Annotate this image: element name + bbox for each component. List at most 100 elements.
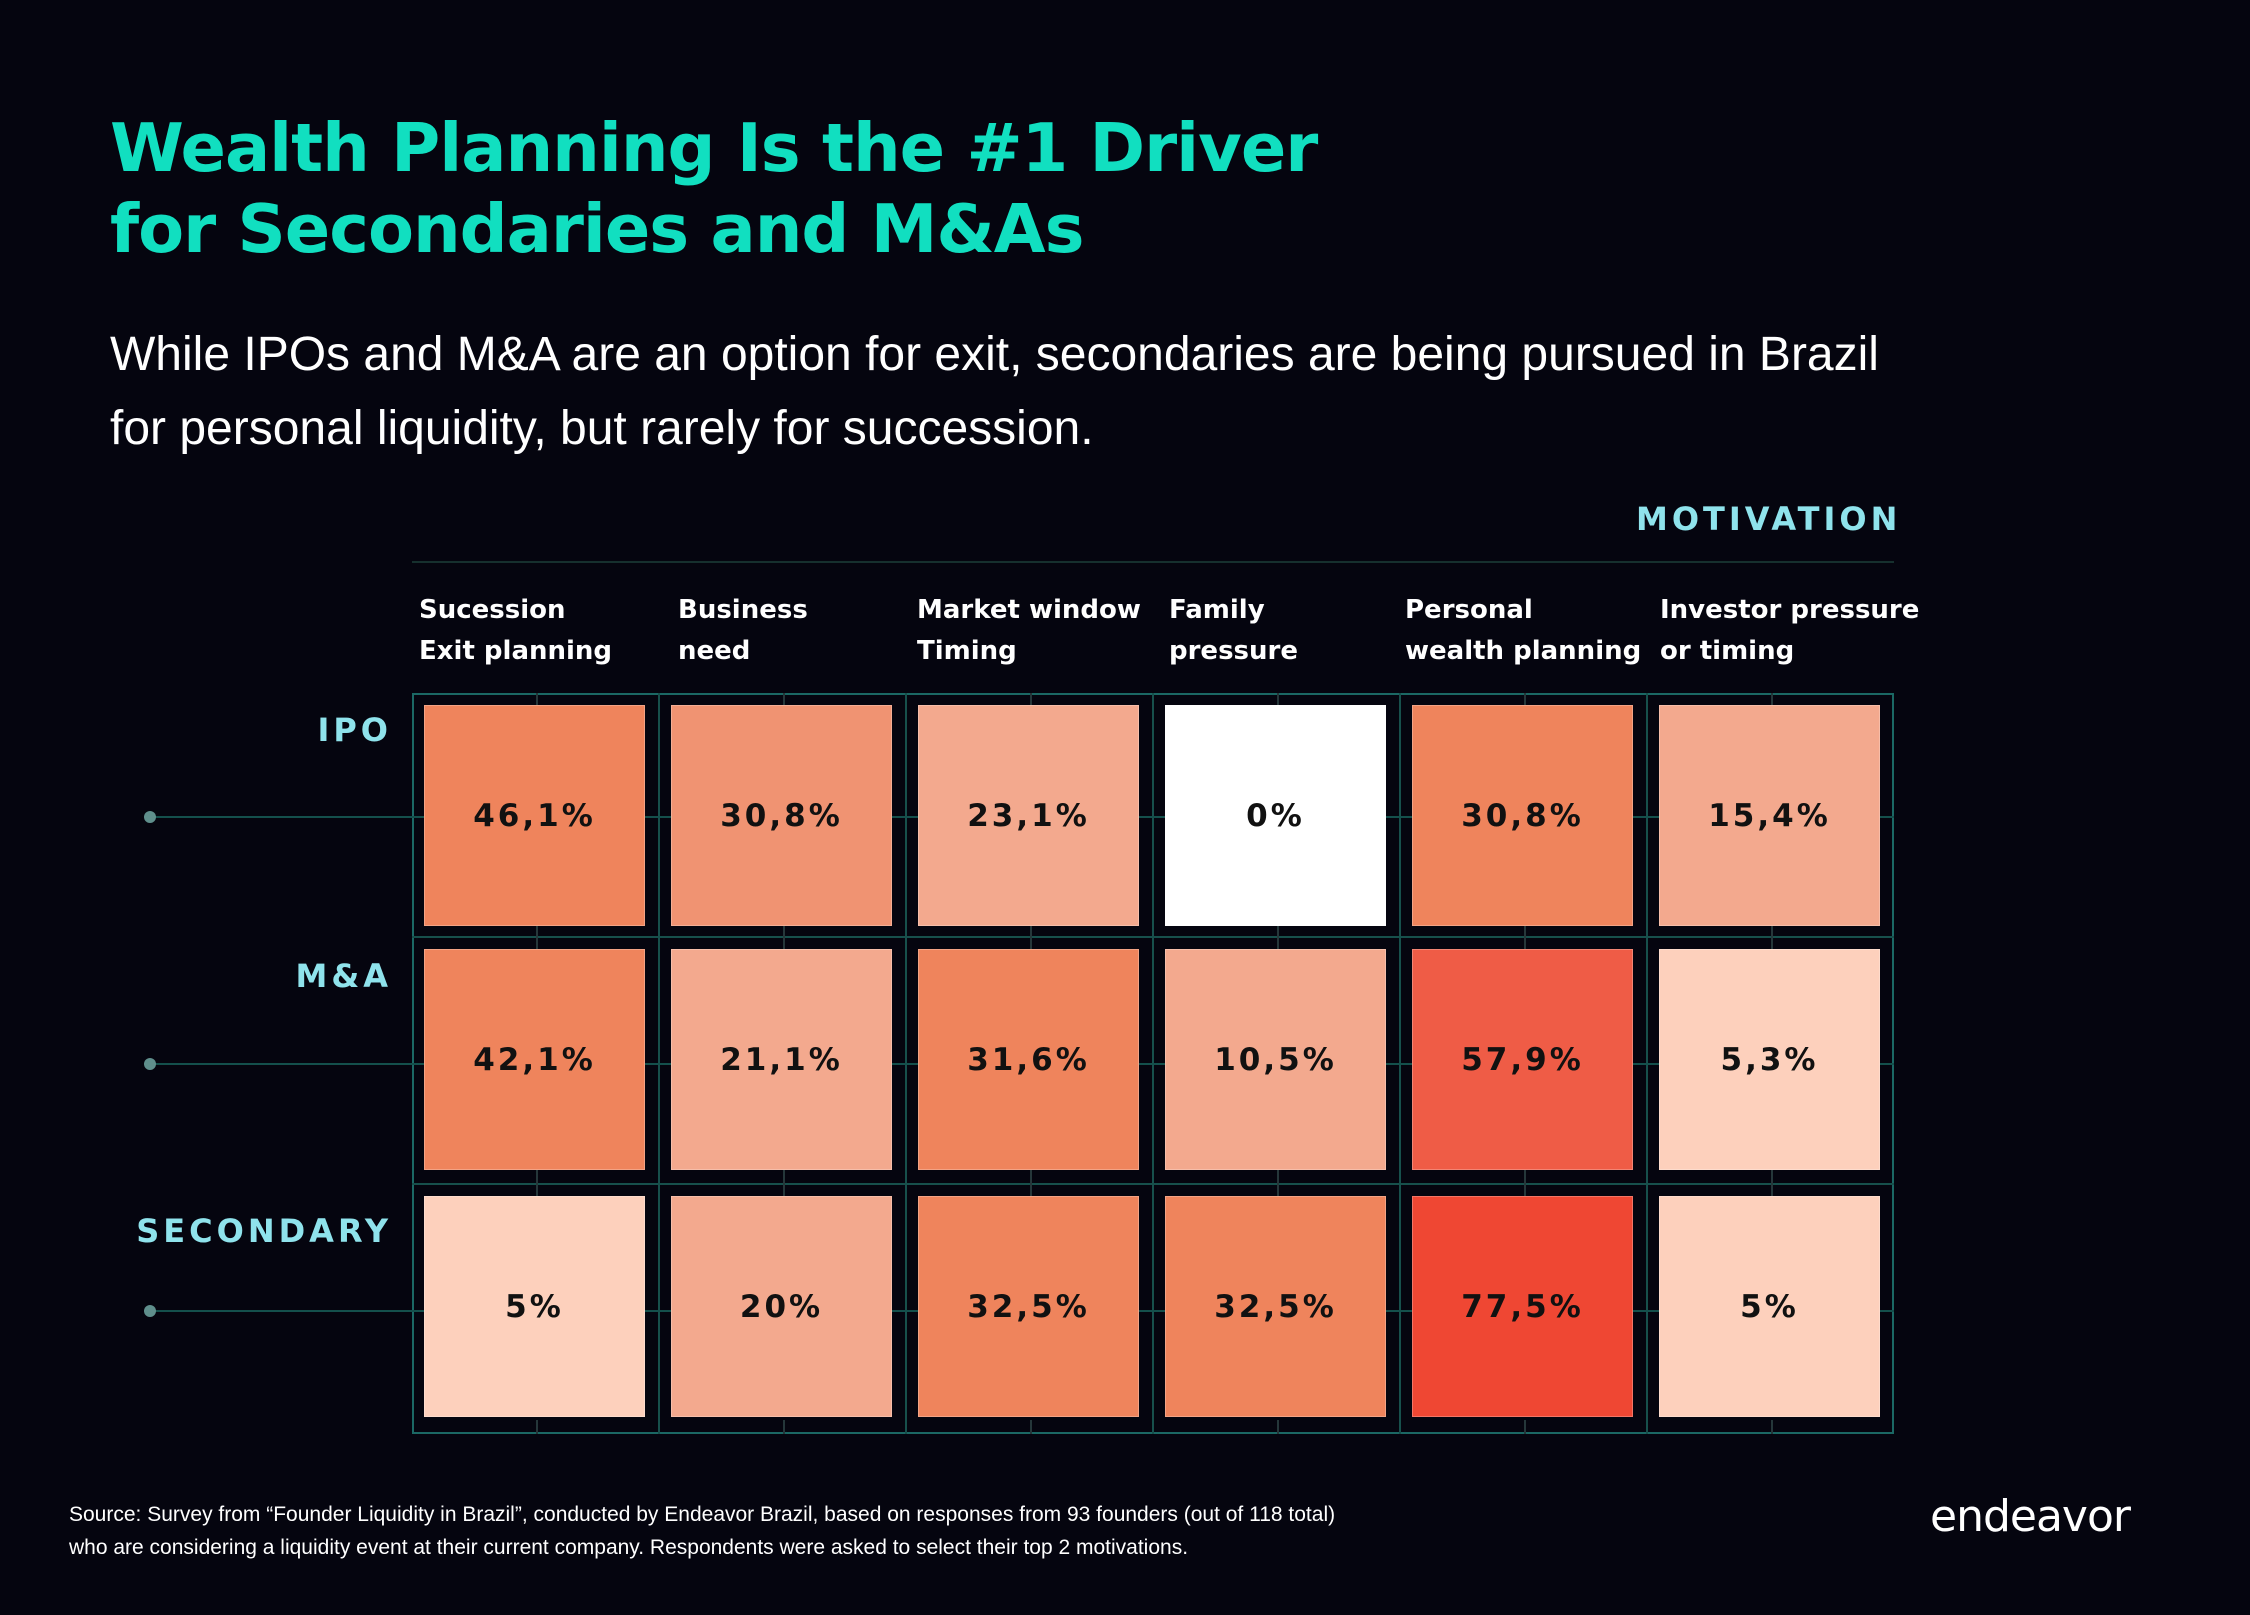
heatmap-cell-label: 0% (1246, 797, 1305, 834)
grid-tick (1276, 693, 1279, 707)
heatmap-cell-label: 20% (739, 1288, 824, 1325)
heatmap-cell: 5% (424, 1196, 645, 1417)
grid-tick (1523, 1184, 1526, 1198)
column-header: Sucession Exit planning (419, 590, 612, 672)
heatmap-cell-label: 77,5% (1461, 1288, 1584, 1325)
heatmap-cell-label: 57,9% (1461, 1041, 1584, 1078)
row-marker-dot (144, 1305, 156, 1317)
row-label: SECONDARY (136, 1212, 392, 1250)
grid-row-divider (412, 936, 1894, 938)
grid-tick (1029, 923, 1032, 937)
column-header-line: Business (678, 595, 808, 625)
source-line-2: who are considering a liquidity event at… (69, 1536, 1189, 1559)
column-header-line: or timing (1660, 636, 1795, 666)
column-header-line: Personal (1405, 595, 1533, 625)
grid-tick (1029, 1420, 1032, 1434)
column-header-line: Timing (917, 636, 1017, 666)
grid-tick (1029, 1184, 1032, 1198)
grid-tick (1523, 1170, 1526, 1184)
subtitle-line-2: for personal liquidity, but rarely for s… (110, 402, 1094, 455)
title-line-1: Wealth Planning Is the #1 Driver (110, 109, 1318, 187)
heatmap-cell-label: 5% (505, 1288, 564, 1325)
grid-tick (1770, 923, 1773, 937)
column-header-line: Exit planning (419, 636, 613, 666)
heatmap-cell-label: 10,5% (1214, 1041, 1337, 1078)
grid-tick (1276, 1420, 1279, 1434)
source-line-1: Source: Survey from “Founder Liquidity i… (69, 1503, 1336, 1526)
grid-tick (1276, 923, 1279, 937)
column-header-line: Family (1169, 595, 1265, 625)
heatmap-cell-label: 5,3% (1720, 1041, 1819, 1078)
heatmap-cell-label: 15,4% (1708, 797, 1831, 834)
grid-tick (1029, 693, 1032, 707)
grid-tick (535, 1170, 538, 1184)
column-header: Investor pressure or timing (1660, 590, 1919, 672)
column-header: Family pressure (1169, 590, 1298, 672)
heatmap-cell: 32,5% (1165, 1196, 1386, 1417)
heatmap-cell: 57,9% (1412, 949, 1633, 1170)
grid-tick (1523, 923, 1526, 937)
heatmap-cell: 42,1% (424, 949, 645, 1170)
grid-tick (1770, 937, 1773, 951)
heatmap-cell-label: 23,1% (967, 797, 1090, 834)
grid-tick (535, 1420, 538, 1434)
heatmap-cell: 31,6% (918, 949, 1139, 1170)
heatmap-cell-label: 32,5% (1214, 1288, 1337, 1325)
grid-tick (1523, 937, 1526, 951)
subtitle-line-1: While IPOs and M&A are an option for exi… (110, 328, 1879, 381)
page-subtitle: While IPOs and M&A are an option for exi… (110, 318, 2110, 466)
heatmap-cell: 21,1% (671, 949, 892, 1170)
grid-tick (1276, 937, 1279, 951)
x-axis-label: MOTIVATION (1636, 500, 1902, 538)
grid-tick (1029, 1170, 1032, 1184)
heatmap-cell: 15,4% (1659, 705, 1880, 926)
column-header-line: Investor pressure (1660, 595, 1920, 625)
title-line-2: for Secondaries and M&As (110, 190, 1085, 268)
endeavor-logo: endeavor (1930, 1491, 2131, 1542)
grid-tick (535, 937, 538, 951)
grid-tick (782, 1170, 785, 1184)
heatmap-cell-label: 31,6% (967, 1041, 1090, 1078)
grid-tick (1770, 693, 1773, 707)
heatmap-cell: 23,1% (918, 705, 1139, 926)
grid-tick (1523, 1420, 1526, 1434)
grid-tick (1523, 693, 1526, 707)
heatmap-cell-label: 5% (1740, 1288, 1799, 1325)
grid-tick (535, 1184, 538, 1198)
grid-tick (1276, 1170, 1279, 1184)
heatmap-cell-label: 32,5% (967, 1288, 1090, 1325)
heatmap-cell: 10,5% (1165, 949, 1386, 1170)
grid-tick (1770, 1170, 1773, 1184)
grid-tick (1029, 937, 1032, 951)
column-header-line: Sucession (419, 595, 566, 625)
grid-tick (1770, 1420, 1773, 1434)
grid-row-divider (412, 1183, 1894, 1185)
heatmap-cell: 32,5% (918, 1196, 1139, 1417)
grid-tick (782, 923, 785, 937)
column-header-line: pressure (1169, 636, 1298, 666)
heatmap-cell-label: 42,1% (473, 1041, 596, 1078)
column-header-line: wealth planning (1405, 636, 1642, 666)
grid-tick (782, 937, 785, 951)
heatmap-cell: 5% (1659, 1196, 1880, 1417)
column-header-line: need (678, 636, 751, 666)
grid-tick (1770, 1184, 1773, 1198)
column-header: Business need (678, 590, 808, 672)
heatmap-cell: 30,8% (671, 705, 892, 926)
heatmap-cell-label: 30,8% (1461, 797, 1584, 834)
row-label: M&A (295, 957, 392, 995)
page-title: Wealth Planning Is the #1 Driver for Sec… (110, 108, 1318, 270)
heatmap-cell: 77,5% (1412, 1196, 1633, 1417)
column-header-line: Market window (917, 595, 1141, 625)
heatmap-cell: 20% (671, 1196, 892, 1417)
grid-tick (535, 693, 538, 707)
x-axis-divider (412, 561, 1894, 563)
heatmap-cell: 0% (1165, 705, 1386, 926)
grid-tick (782, 1420, 785, 1434)
heatmap-cell-label: 30,8% (720, 797, 843, 834)
grid-tick (782, 1184, 785, 1198)
heatmap-cell: 5,3% (1659, 949, 1880, 1170)
heatmap-cell-label: 46,1% (473, 797, 596, 834)
row-marker-dot (144, 1058, 156, 1070)
heatmap-cell-label: 21,1% (720, 1041, 843, 1078)
